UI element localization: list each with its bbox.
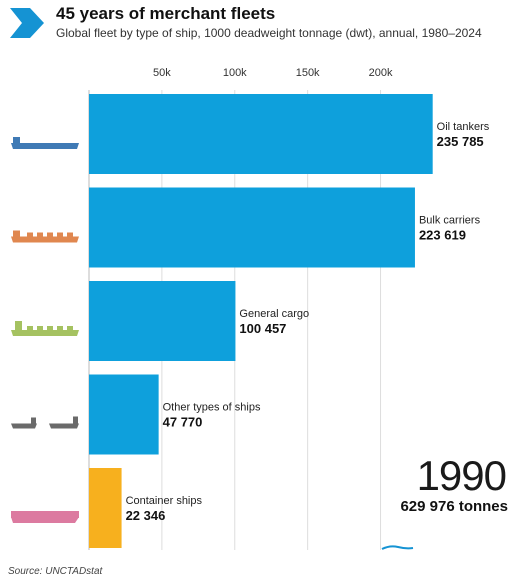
x-tick-label: 100k xyxy=(223,67,247,79)
unctad-chevron-logo xyxy=(10,8,44,38)
bar-value-label: 22 346 xyxy=(126,508,166,523)
bar xyxy=(89,94,433,174)
source-note: Source: UNCTADstat xyxy=(8,566,103,577)
bar-value-label: 100 457 xyxy=(239,321,286,336)
chart-subtitle: Global fleet by type of ship, 1000 deadw… xyxy=(56,26,482,40)
bar xyxy=(89,187,415,268)
bar-category-label: Oil tankers xyxy=(437,121,490,133)
bar-value-label: 47 770 xyxy=(163,415,203,430)
chart-title: 45 years of merchant fleets xyxy=(56,4,276,23)
x-tick-label: 50k xyxy=(153,67,171,79)
x-tick-label: 150k xyxy=(296,67,320,79)
year-label: 1990 xyxy=(416,452,507,499)
bar-category-label: Other types of ships xyxy=(163,402,261,414)
bar-value-label: 235 785 xyxy=(437,134,484,149)
ship-icon xyxy=(11,511,79,523)
bar-value-label: 223 619 xyxy=(419,228,466,243)
bar-category-label: General cargo xyxy=(239,308,309,320)
x-tick-label: 200k xyxy=(369,67,393,79)
ship-icon xyxy=(11,416,79,429)
bar-category-label: Bulk carriers xyxy=(419,215,481,227)
total-tonnage: 629 976 tonnes xyxy=(400,498,508,515)
timeline-indicator xyxy=(381,545,414,550)
ship-icon xyxy=(11,321,79,336)
bar-category-label: Container ships xyxy=(126,495,203,507)
bar xyxy=(89,468,122,548)
ship-icon xyxy=(11,230,79,243)
bar xyxy=(89,281,236,361)
bar xyxy=(89,374,159,455)
ship-icon xyxy=(11,137,79,149)
